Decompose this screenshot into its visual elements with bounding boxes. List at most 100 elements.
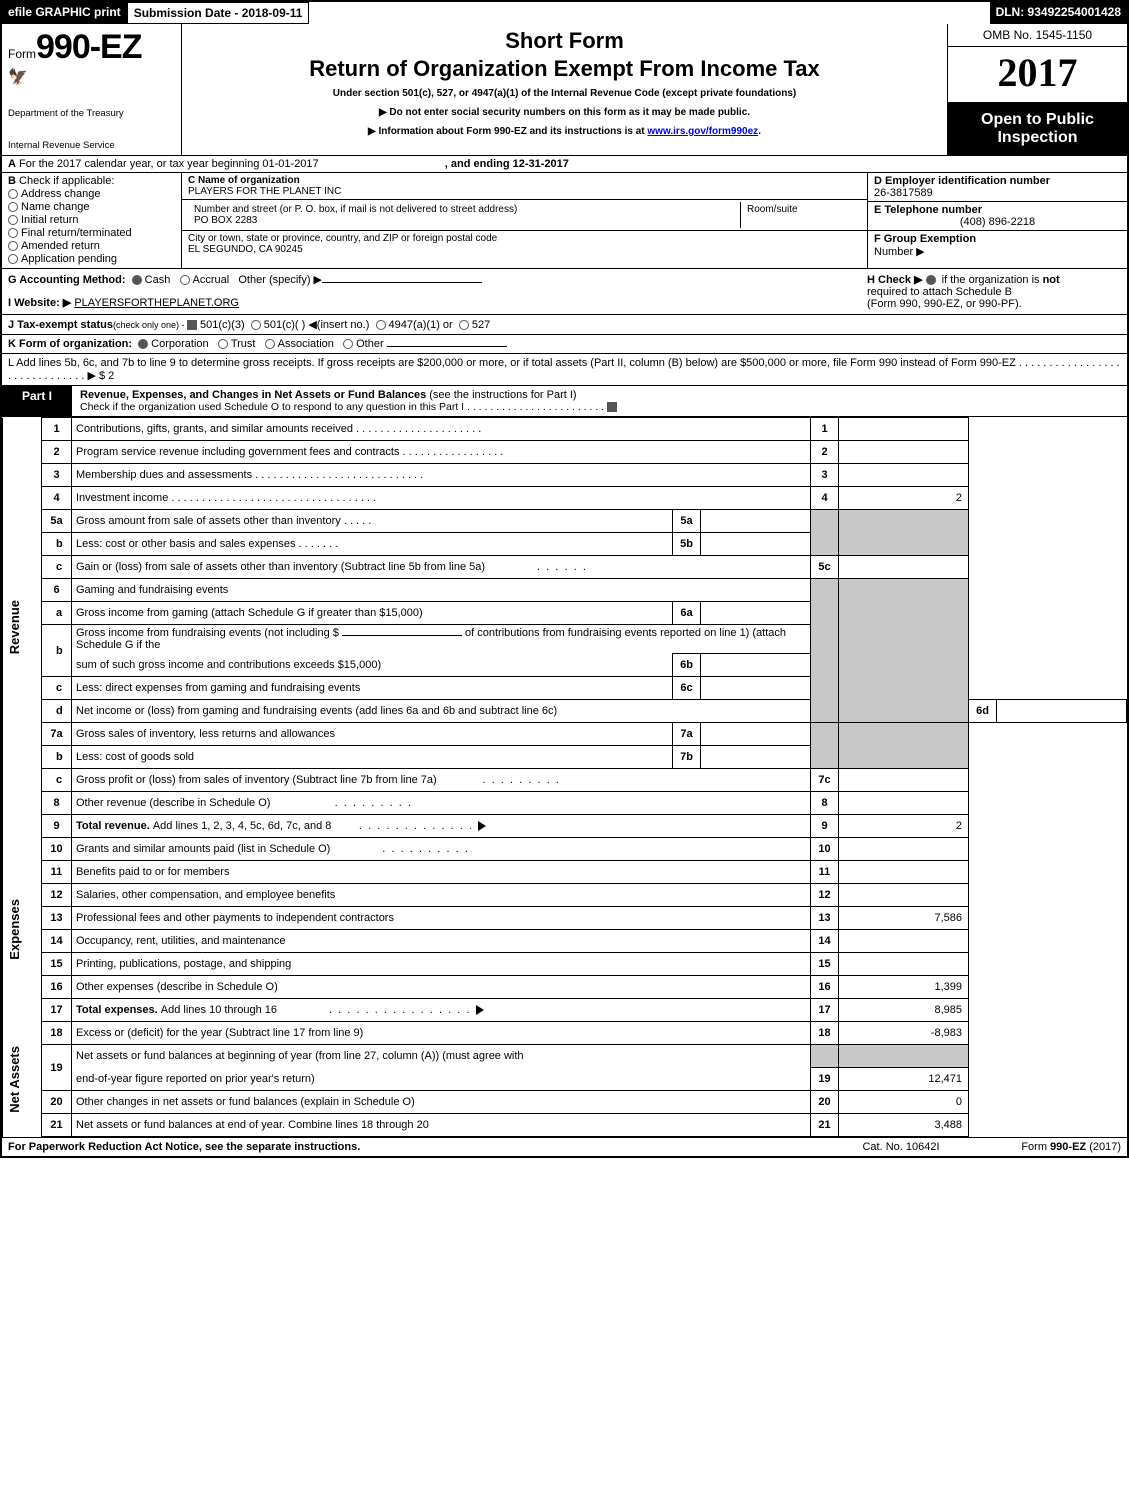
line-3-val bbox=[839, 464, 969, 487]
line-6a-desc: Gross income from gaming (attach Schedul… bbox=[72, 602, 673, 625]
dln-badge: DLN: 93492254001428 bbox=[990, 2, 1127, 24]
line-17-val: 8,985 bbox=[839, 999, 969, 1022]
chk-association[interactable] bbox=[265, 339, 275, 349]
line-6c-val bbox=[701, 677, 811, 700]
chk-527[interactable] bbox=[459, 320, 469, 330]
line-1-val bbox=[839, 418, 969, 441]
chk-name-change[interactable]: Name change bbox=[8, 201, 175, 213]
line-14-desc: Occupancy, rent, utilities, and maintena… bbox=[72, 930, 811, 953]
section-def: D Employer identification number 26-3817… bbox=[867, 173, 1127, 268]
warning-ssn: ▶ Do not enter social security numbers o… bbox=[190, 107, 939, 118]
line-6d-desc: Net income or (loss) from gaming and fun… bbox=[72, 700, 811, 723]
k-label: K Form of organization: bbox=[8, 338, 132, 350]
line-6b-sum: sum of such gross income and contributio… bbox=[72, 654, 673, 677]
side-revenue: Revenue bbox=[3, 418, 42, 838]
h-line3: (Form 990, 990-EZ, or 990-PF). bbox=[867, 298, 1121, 310]
chk-4947[interactable] bbox=[376, 320, 386, 330]
line-7a-desc: Gross sales of inventory, less returns a… bbox=[72, 723, 673, 746]
c-label: C Name of organization bbox=[188, 175, 300, 186]
website-value: PLAYERSFORTHEPLANET.ORG bbox=[74, 297, 239, 309]
line-3-desc: Membership dues and assessments . . . . … bbox=[72, 464, 811, 487]
form-prefix: Form bbox=[8, 47, 36, 61]
chk-501c3[interactable] bbox=[187, 320, 197, 330]
line-7c-val bbox=[839, 769, 969, 792]
g-label: G Accounting Method: bbox=[8, 274, 126, 286]
line-11-desc: Benefits paid to or for members bbox=[72, 861, 811, 884]
form-header: Form990-EZ 🦅 Department of the Treasury … bbox=[2, 24, 1127, 156]
omb-number: OMB No. 1545-1150 bbox=[948, 24, 1127, 47]
line-7a-val bbox=[701, 723, 811, 746]
line-17-desc: Total expenses. Add lines 10 through 16 … bbox=[72, 999, 811, 1022]
addr-value: PO BOX 2283 bbox=[194, 215, 734, 226]
row-a: A For the 2017 calendar year, or tax yea… bbox=[2, 156, 1127, 173]
footer-center: Cat. No. 10642I bbox=[821, 1141, 981, 1153]
line-11-val bbox=[839, 861, 969, 884]
l-text: L Add lines 5b, 6c, and 7b to line 9 to … bbox=[8, 357, 1121, 382]
h-label: H Check ▶ bbox=[867, 274, 923, 286]
line-6a-val bbox=[701, 602, 811, 625]
line-5a-val bbox=[701, 510, 811, 533]
b-label: Check if applicable: bbox=[19, 175, 114, 187]
footer-right: Form 990-EZ (2017) bbox=[981, 1141, 1121, 1153]
section-c: C Name of organization PLAYERS FOR THE P… bbox=[182, 173, 867, 268]
line-4-val: 2 bbox=[839, 487, 969, 510]
section-h: H Check ▶ if the organization is not req… bbox=[861, 273, 1121, 310]
chk-other-org[interactable] bbox=[343, 339, 353, 349]
chk-initial-return[interactable]: Initial return bbox=[8, 214, 175, 226]
line-19-desc: Net assets or fund balances at beginning… bbox=[72, 1045, 811, 1068]
line-15-val bbox=[839, 953, 969, 976]
subtitle: Under section 501(c), 527, or 4947(a)(1)… bbox=[190, 88, 939, 99]
line-4-desc: Investment income . . . . . . . . . . . … bbox=[72, 487, 811, 510]
submission-date: Submission Date - 2018-09-11 bbox=[127, 2, 310, 24]
chk-501c[interactable] bbox=[251, 320, 261, 330]
row-j: J Tax-exempt status(check only one) - 50… bbox=[2, 315, 1127, 335]
f-label: F Group Exemption bbox=[874, 233, 976, 245]
line-2-desc: Program service revenue including govern… bbox=[72, 441, 811, 464]
line-16-val: 1,399 bbox=[839, 976, 969, 999]
chk-trust[interactable] bbox=[218, 339, 228, 349]
chk-amended-return[interactable]: Amended return bbox=[8, 240, 175, 252]
d-label: D Employer identification number bbox=[874, 175, 1050, 187]
chk-address-change[interactable]: Address change bbox=[8, 188, 175, 200]
line-7c-desc: Gross profit or (loss) from sales of inv… bbox=[72, 769, 811, 792]
line-2-val bbox=[839, 441, 969, 464]
open-inspection: Open to Public Inspection bbox=[948, 103, 1127, 155]
open-line1: Open to Public bbox=[952, 111, 1123, 129]
form-page: efile GRAPHIC print Submission Date - 20… bbox=[0, 0, 1129, 1158]
line-13-desc: Professional fees and other payments to … bbox=[72, 907, 811, 930]
line-6c-desc: Less: direct expenses from gaming and fu… bbox=[72, 677, 673, 700]
line-6d-val bbox=[997, 700, 1127, 723]
line-9-val: 2 bbox=[839, 815, 969, 838]
dept-irs: Internal Revenue Service bbox=[8, 140, 175, 151]
e-label: E Telephone number bbox=[874, 204, 982, 216]
line-6b-desc: Gross income from fundraising events (no… bbox=[72, 625, 811, 654]
top-row: efile GRAPHIC print Submission Date - 20… bbox=[2, 2, 1127, 24]
line-5c-val bbox=[839, 556, 969, 579]
line-15-desc: Printing, publications, postage, and shi… bbox=[72, 953, 811, 976]
main-title: Return of Organization Exempt From Incom… bbox=[190, 56, 939, 82]
arrow-icon bbox=[478, 821, 486, 831]
row-k: K Form of organization: Corporation Trus… bbox=[2, 335, 1127, 354]
row-a-text1: For the 2017 calendar year, or tax year … bbox=[19, 158, 319, 170]
line-8-val bbox=[839, 792, 969, 815]
efile-badge: efile GRAPHIC print bbox=[2, 2, 127, 24]
form-number: 990-EZ bbox=[36, 28, 142, 66]
radio-cash[interactable] bbox=[132, 275, 142, 285]
city-value: EL SEGUNDO, CA 90245 bbox=[188, 244, 861, 255]
line-21-desc: Net assets or fund balances at end of ye… bbox=[72, 1114, 811, 1137]
h-line2: required to attach Schedule B bbox=[867, 286, 1121, 298]
radio-accrual[interactable] bbox=[180, 275, 190, 285]
line-7b-desc: Less: cost of goods sold bbox=[72, 746, 673, 769]
chk-application-pending[interactable]: Application pending bbox=[8, 253, 175, 265]
row-l: L Add lines 5b, 6c, and 7b to line 9 to … bbox=[2, 354, 1127, 386]
side-netassets: Net Assets bbox=[3, 1022, 42, 1137]
room-suite-label: Room/suite bbox=[741, 202, 861, 228]
line-7b-val bbox=[701, 746, 811, 769]
chk-corporation[interactable] bbox=[138, 339, 148, 349]
h-checkbox[interactable] bbox=[926, 275, 936, 285]
side-expenses: Expenses bbox=[3, 838, 42, 1022]
schedule-o-checkbox[interactable] bbox=[607, 402, 617, 412]
chk-final-return[interactable]: Final return/terminated bbox=[8, 227, 175, 239]
line-16-desc: Other expenses (describe in Schedule O) bbox=[72, 976, 811, 999]
irs-link[interactable]: www.irs.gov/form990ez bbox=[647, 126, 758, 137]
